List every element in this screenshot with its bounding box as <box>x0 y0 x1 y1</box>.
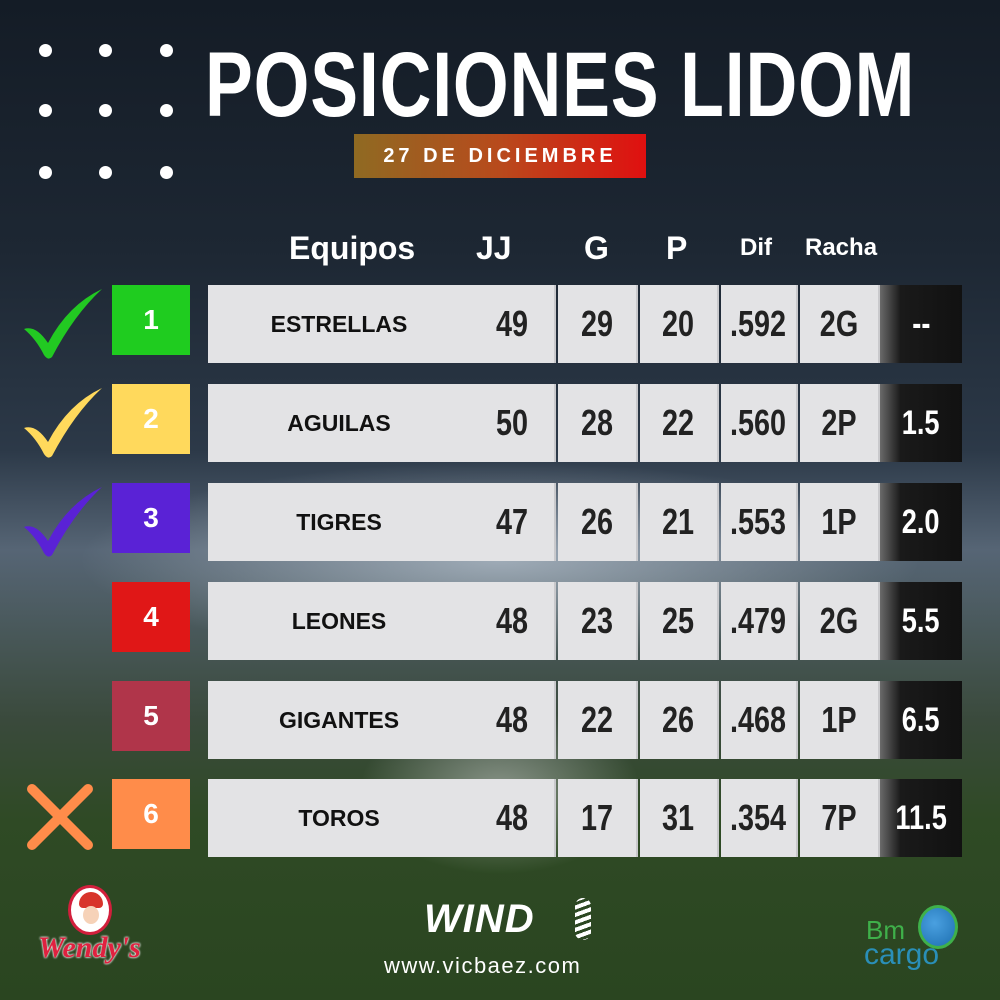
cell-g: 26 <box>558 483 638 561</box>
cell-racha: 7P <box>800 779 880 857</box>
page-title: POSICIONES LIDOM <box>205 34 916 136</box>
check-icon <box>24 388 102 458</box>
cell-jj: 48 <box>470 779 556 857</box>
games-behind: 6.5 <box>880 681 962 759</box>
cell-p: 22 <box>640 384 719 462</box>
cell-jj: 50 <box>470 384 556 462</box>
bmcargo-logo: Bm cargo <box>862 900 962 975</box>
cell-jj: 49 <box>470 285 556 363</box>
wind-swirl-icon <box>575 898 591 940</box>
cell-g: 22 <box>558 681 638 759</box>
dot <box>39 166 52 179</box>
dot <box>160 44 173 57</box>
dot <box>39 104 52 117</box>
cell-dif: .468 <box>721 681 798 759</box>
website-link[interactable]: www.vicbaez.com <box>384 953 582 978</box>
check-icon <box>24 487 102 557</box>
cell-p: 26 <box>640 681 719 759</box>
cell-g: 23 <box>558 582 638 660</box>
check-icon <box>24 289 102 359</box>
rank-badge: 3 <box>112 483 190 553</box>
dot <box>39 44 52 57</box>
dot <box>99 166 112 179</box>
dot <box>99 104 112 117</box>
cell-dif: .592 <box>721 285 798 363</box>
dot <box>99 44 112 57</box>
cell-jj: 48 <box>470 681 556 759</box>
table-row: 1 ESTRELLAS 49 29 20.592 2G -- <box>0 285 1000 363</box>
team-name: AGUILAS <box>208 384 472 462</box>
header-team: Equipos <box>289 230 416 266</box>
team-name: ESTRELLAS <box>208 285 472 363</box>
team-name: TIGRES <box>208 483 472 561</box>
table-row: 2 AGUILAS 50 28 22.560 2P 1.5 <box>0 384 1000 462</box>
wendys-logo: Wendy's <box>38 885 143 975</box>
header-racha: Racha <box>805 234 878 261</box>
cell-racha: 2P <box>800 384 880 462</box>
cell-p: 25 <box>640 582 719 660</box>
header-g: G <box>584 230 609 266</box>
dot <box>160 104 173 117</box>
games-behind: 5.5 <box>880 582 962 660</box>
cell-dif: .354 <box>721 779 798 857</box>
cell-g: 29 <box>558 285 638 363</box>
header-jj: JJ <box>476 230 512 266</box>
team-name: GIGANTES <box>208 681 472 759</box>
games-behind: 11.5 <box>880 779 962 857</box>
cell-racha: 2G <box>800 582 880 660</box>
wendys-emblem-icon <box>68 885 112 935</box>
table-row: 3 TIGRES 47 26 21.553 1P 2.0 <box>0 483 1000 561</box>
games-behind: 1.5 <box>880 384 962 462</box>
cell-g: 28 <box>558 384 638 462</box>
rank-badge: 2 <box>112 384 190 454</box>
cell-jj: 47 <box>470 483 556 561</box>
cell-p: 20 <box>640 285 719 363</box>
cell-racha: 1P <box>800 681 880 759</box>
cell-p: 31 <box>640 779 719 857</box>
globe-icon <box>918 905 958 949</box>
cell-racha: 2G <box>800 285 880 363</box>
header-p: P <box>666 230 688 266</box>
rank-badge: 1 <box>112 285 190 355</box>
cell-jj: 48 <box>470 582 556 660</box>
cell-dif: .560 <box>721 384 798 462</box>
rank-badge: 4 <box>112 582 190 652</box>
cell-g: 17 <box>558 779 638 857</box>
cell-p: 21 <box>640 483 719 561</box>
team-name: TOROS <box>208 779 472 857</box>
games-behind: 2.0 <box>880 483 962 561</box>
table-row: 5 GIGANTES 48 22 26.468 1P 6.5 <box>0 681 1000 759</box>
cell-dif: .479 <box>721 582 798 660</box>
table-row: 6 TOROS 48 17 31.354 7P 11.5 <box>0 779 1000 857</box>
date-badge: 27 DE DICIEMBRE <box>354 134 646 178</box>
dot <box>160 166 173 179</box>
cell-racha: 1P <box>800 483 880 561</box>
cell-dif: .553 <box>721 483 798 561</box>
rank-badge: 5 <box>112 681 190 751</box>
rank-badge: 6 <box>112 779 190 849</box>
cross-icon <box>27 784 93 850</box>
team-name: LEONES <box>208 582 472 660</box>
wind-logo: WIND <box>424 897 535 941</box>
header-dif: Dif <box>740 234 772 261</box>
games-behind: -- <box>880 285 962 363</box>
table-row: 4 LEONES 48 23 25.479 2G 5.5 <box>0 582 1000 660</box>
